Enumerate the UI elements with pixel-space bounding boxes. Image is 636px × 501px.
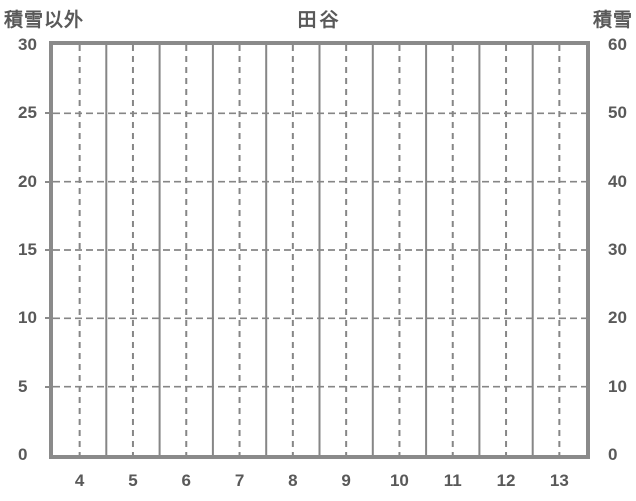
left-axis-tick-label: 0 [18, 445, 28, 464]
x-axis-tick-label: 4 [74, 471, 85, 490]
gridlines-svg [53, 45, 586, 455]
x-axis-tick-label: 7 [234, 471, 245, 490]
right-axis-title: 積雪 [592, 10, 633, 31]
left-axis-tickmark [45, 112, 49, 115]
right-axis-tick-label: 40 [608, 171, 627, 191]
left-axis-tick-label: 25 [18, 103, 37, 123]
right-axis-tick-label: 10 [608, 376, 627, 396]
x-axis-tick-label: 11 [443, 471, 462, 490]
x-axis-tick-label: 12 [496, 471, 516, 490]
plot-area [45, 41, 590, 459]
left-axis-tickmark [45, 385, 49, 388]
left-axis-tick-label: 10 [18, 308, 37, 328]
left-axis-tickmark [45, 249, 49, 251]
x-axis-tick-label: 10 [389, 471, 409, 490]
right-axis-tick-label: 50 [608, 103, 627, 123]
x-axis-tick-label: 9 [341, 471, 351, 490]
right-axis-tick-label: 0 [608, 445, 618, 464]
left-axis-tickmark [45, 180, 49, 183]
x-axis-tick-label: 8 [288, 471, 298, 490]
left-axis-tickmark [45, 317, 49, 320]
right-axis-tick-label: 30 [608, 240, 627, 259]
right-axis-tick-label: 20 [608, 308, 627, 328]
left-axis-tick-label: 30 [18, 35, 37, 54]
left-axis-tick-label: 15 [18, 240, 37, 259]
left-axis-tick-label: 5 [18, 376, 28, 396]
right-axis-tick-label: 60 [608, 35, 627, 54]
x-axis-tick-label: 5 [128, 471, 138, 490]
left-axis-title: 積雪以外 [4, 10, 85, 31]
x-axis-tick-label: 13 [549, 471, 569, 490]
chart-title: 田谷 [297, 10, 342, 31]
left-axis-tick-label: 20 [18, 171, 37, 191]
x-axis-tick-label: 6 [181, 471, 191, 490]
